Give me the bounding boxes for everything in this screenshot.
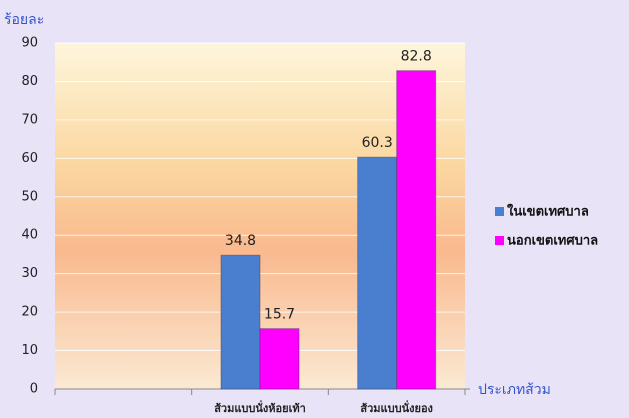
y-tick-label: 70 xyxy=(21,112,38,127)
x-axis-title: ประเภทส้วม xyxy=(478,382,551,398)
value-label: 82.8 xyxy=(401,49,432,65)
y-tick-label: 10 xyxy=(21,343,38,358)
bar xyxy=(396,70,437,390)
value-label: 15.7 xyxy=(264,307,295,323)
x-tick-label: ส้วมแบบนั่งยอง xyxy=(360,400,433,415)
x-tick-label: ส้วมแบบนั่งห้อยเท้า xyxy=(214,400,306,415)
y-tick-label: 60 xyxy=(21,151,38,166)
bar xyxy=(220,254,261,390)
y-tick-label: 20 xyxy=(21,305,38,320)
legend-label: นอกเขตเทศบาล xyxy=(507,234,598,249)
legend-label: ในเขตเทศบาล xyxy=(507,203,589,220)
value-label: 60.3 xyxy=(362,135,393,151)
bar xyxy=(259,328,300,390)
y-tick-label: 50 xyxy=(21,189,38,204)
y-tick-label: 80 xyxy=(21,74,38,89)
y-tick-label: 30 xyxy=(21,266,38,281)
bar xyxy=(357,156,398,390)
legend-swatch xyxy=(495,236,504,245)
y-axis-title: ร้อยละ xyxy=(4,12,44,28)
y-tick-label: 0 xyxy=(30,382,38,397)
y-tick-label: 40 xyxy=(21,228,38,243)
value-label: 34.8 xyxy=(225,233,256,249)
legend-swatch xyxy=(495,207,504,216)
y-tick-label: 90 xyxy=(21,36,38,51)
